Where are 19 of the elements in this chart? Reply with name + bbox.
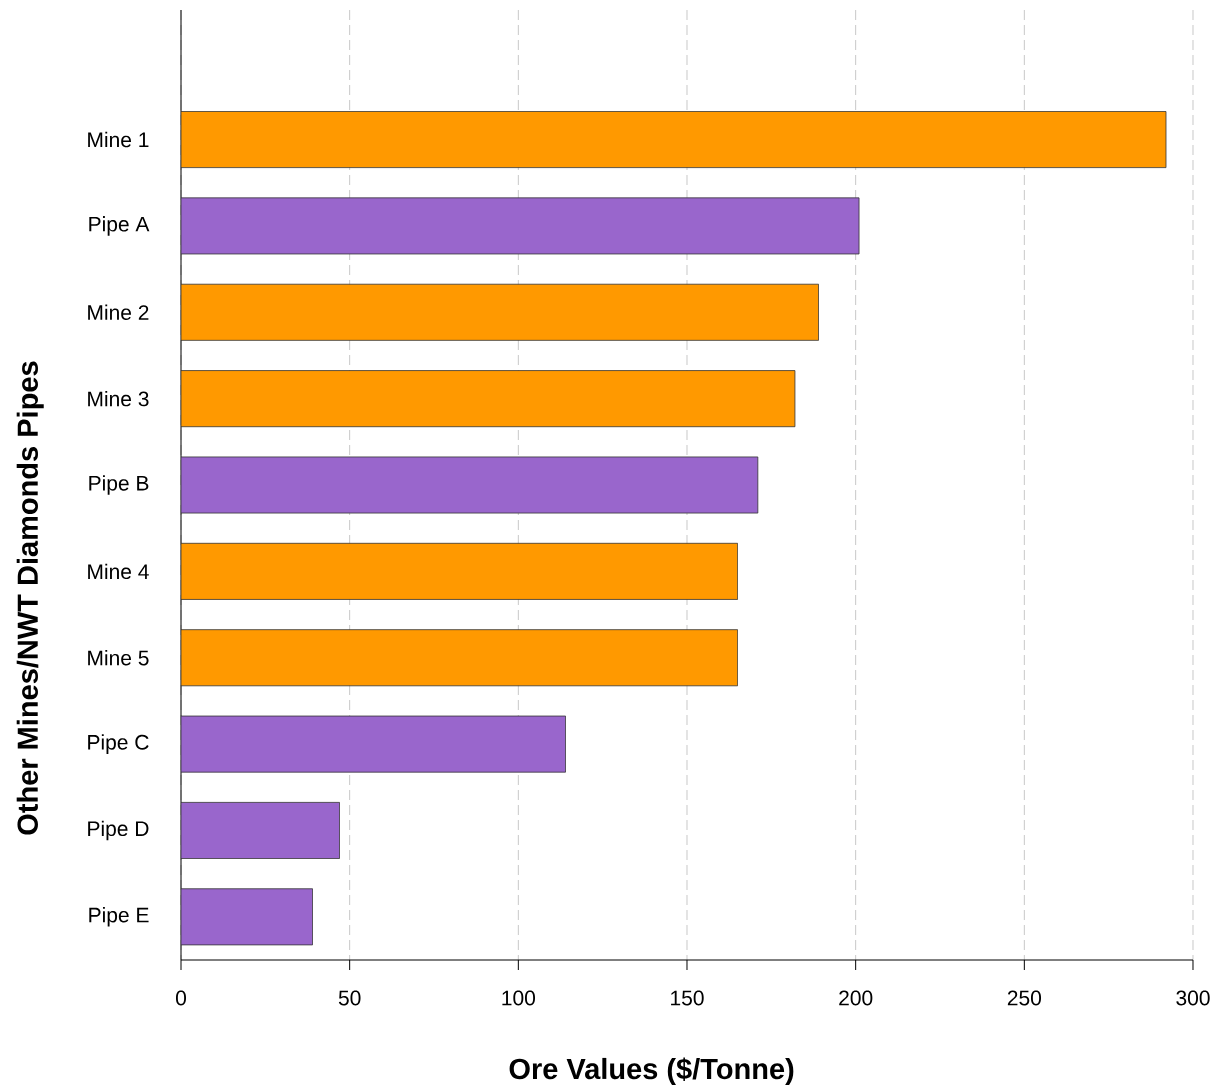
y-tick-label: Pipe E (89, 907, 149, 927)
y-axis-title: Other Mines/NWT Diamonds Pipes (16, 361, 44, 835)
x-tick-label: 50 (338, 990, 361, 1006)
y-tick-label: Mine 5 (88, 650, 149, 666)
y-tick-label: Pipe D (88, 820, 149, 841)
y-tick-label: Mine 3 (88, 390, 149, 407)
y-tick-label: Mine 2 (88, 304, 149, 320)
x-tick-label: 0 (175, 990, 187, 1006)
x-axis-title: Ore Values ($/Tonne) (509, 1057, 794, 1085)
y-tick-label: Pipe A (89, 216, 150, 236)
y-tick-label: Mine 4 (88, 563, 149, 580)
x-tick-label: 250 (1007, 990, 1042, 1006)
x-tick-label: 200 (839, 990, 873, 1006)
x-tick-label: 100 (502, 990, 536, 1006)
y-tick-label: Pipe C (88, 734, 149, 754)
y-tick-label: Pipe B (89, 475, 149, 495)
x-tick-label: 150 (671, 990, 704, 1006)
x-tick-label: 300 (1176, 990, 1210, 1006)
y-tick-label: Mine 1 (88, 131, 149, 148)
